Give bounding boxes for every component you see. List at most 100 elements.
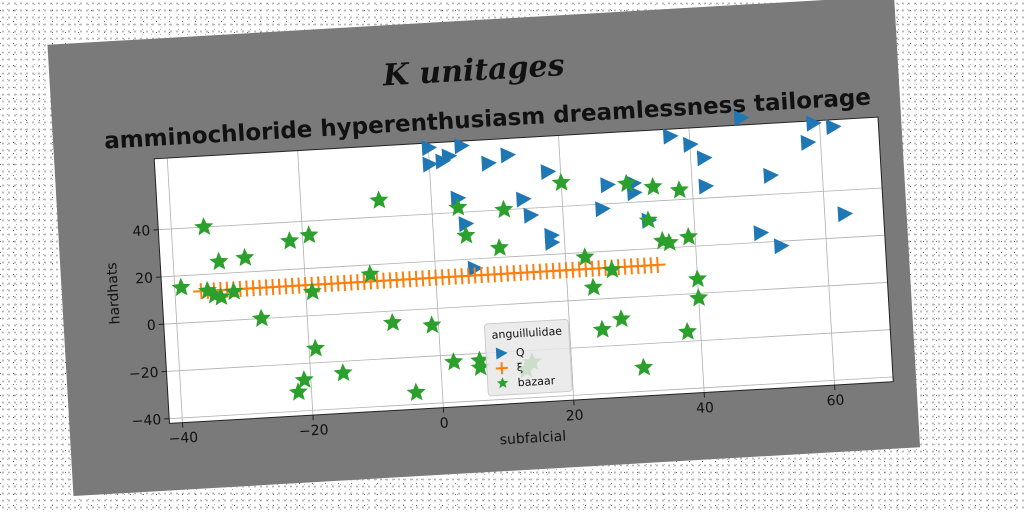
y-grid-line	[163, 282, 888, 325]
data-point	[470, 357, 490, 376]
data-point	[733, 110, 750, 127]
data-point	[544, 234, 561, 251]
data-point	[753, 225, 770, 242]
data-point	[773, 238, 790, 255]
data-point	[494, 199, 514, 219]
data-point	[235, 247, 255, 267]
data-point	[683, 136, 699, 153]
data-point	[837, 206, 854, 223]
data-point	[600, 177, 616, 194]
figure-group: K unitages amminochloride hyperenthusias…	[47, 0, 921, 497]
x-grid-line	[688, 127, 705, 393]
legend-marker	[495, 347, 508, 360]
data-point	[678, 227, 698, 246]
data-point	[382, 312, 402, 332]
data-point	[224, 281, 244, 301]
data-point	[294, 370, 314, 389]
y-grid-line	[158, 187, 883, 231]
y-axis-ticks: −40 −20 0 20 40	[129, 223, 170, 430]
data-point	[444, 351, 464, 371]
x-tick-label: 40	[696, 400, 715, 417]
legend-label: ξ	[516, 361, 523, 374]
data-point	[659, 232, 679, 252]
x-tick-label: 20	[565, 408, 584, 425]
y-tick-label: 40	[132, 223, 151, 240]
x-tick-label: 60	[826, 393, 845, 410]
data-point	[421, 140, 438, 157]
data-point	[825, 119, 842, 136]
plot-area	[154, 117, 894, 424]
x-grid-line	[818, 120, 835, 386]
data-point	[687, 269, 707, 288]
data-point	[450, 190, 467, 207]
data-point	[369, 190, 389, 209]
data-point	[592, 319, 612, 339]
data-point	[602, 259, 622, 279]
data-point	[800, 134, 817, 151]
data-point	[209, 251, 229, 271]
plus-marker-v	[500, 362, 504, 375]
data-point	[302, 281, 322, 301]
data-point	[251, 308, 271, 327]
y-tick-label: −40	[131, 412, 161, 430]
data-point	[806, 115, 822, 132]
data-point	[634, 357, 654, 377]
data-point	[696, 150, 713, 167]
data-point	[454, 138, 470, 155]
y-grid-line	[169, 376, 894, 420]
data-point	[638, 210, 658, 229]
data-point	[333, 363, 353, 382]
x-axis-label: subfalcial	[499, 429, 566, 449]
data-point	[171, 277, 191, 297]
y-grid-line	[160, 234, 885, 278]
series-plus	[193, 256, 666, 300]
x-tick-label: 0	[439, 415, 449, 431]
legend-label: bazaar	[517, 374, 556, 389]
data-point	[677, 321, 697, 341]
data-point	[448, 197, 468, 217]
data-point	[458, 216, 475, 233]
data-point	[540, 164, 557, 181]
plot-frame	[153, 116, 894, 424]
data-point	[763, 167, 779, 184]
legend-label: Q	[516, 346, 526, 359]
data-point	[360, 264, 380, 283]
data-point	[611, 309, 631, 328]
data-point	[649, 256, 666, 273]
data-point	[305, 338, 325, 358]
y-tick-label: −20	[129, 365, 159, 383]
data-point	[595, 201, 611, 218]
data-point	[662, 128, 679, 145]
data-point	[406, 382, 426, 401]
x-axis-ticks: −40 −20 0 20 40 60	[168, 385, 845, 448]
data-series	[171, 110, 854, 401]
x-grid-line	[166, 158, 183, 423]
legend-marker	[495, 362, 508, 375]
data-point	[194, 217, 214, 236]
data-point	[617, 173, 637, 193]
data-point	[288, 382, 308, 401]
data-point	[422, 156, 439, 173]
data-point	[299, 225, 319, 244]
legend-box	[483, 318, 573, 397]
data-point	[456, 225, 476, 245]
data-point	[575, 247, 595, 266]
data-point	[280, 231, 300, 250]
data-point	[669, 180, 689, 199]
x-tick-label: −40	[168, 430, 198, 448]
data-point	[500, 147, 517, 164]
plus-marker-v	[656, 256, 660, 273]
x-tick-label: −20	[299, 422, 329, 440]
data-point	[481, 155, 497, 172]
y-axis-label: hardhats	[104, 262, 124, 325]
data-point	[523, 207, 540, 224]
data-point	[489, 237, 509, 257]
legend-title: anguillulidae	[491, 325, 562, 342]
y-tick-label: 20	[135, 270, 154, 287]
data-point	[583, 277, 603, 296]
data-point	[435, 153, 451, 170]
series-triangle-right	[421, 110, 854, 277]
data-point	[643, 176, 663, 196]
